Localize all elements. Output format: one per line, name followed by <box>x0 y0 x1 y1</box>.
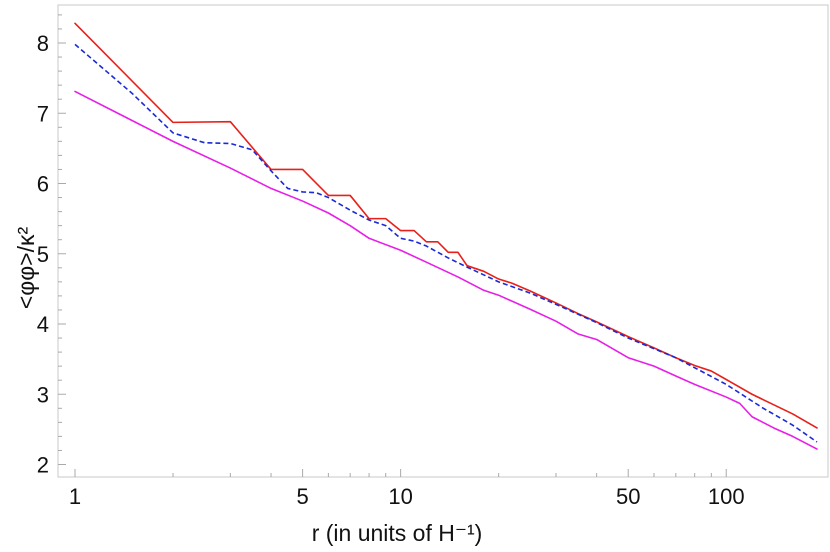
series-line-blue-dashed <box>74 43 818 443</box>
y-tick-label: 4 <box>37 312 49 337</box>
x-tick-label: 10 <box>388 484 412 509</box>
x-axis: 1 5 10 50 100 <box>69 469 745 509</box>
y-tick-label: 7 <box>37 101 49 126</box>
plot-border <box>57 4 829 478</box>
x-tick-label: 5 <box>296 484 308 509</box>
y-tick-label: 6 <box>37 172 49 197</box>
y-tick-label: 3 <box>37 382 49 407</box>
x-tick-label: 1 <box>69 484 81 509</box>
y-tick-label: 2 <box>37 453 49 478</box>
y-tick-label: 5 <box>37 242 49 267</box>
plot-frame <box>57 4 829 478</box>
x-tick-label: 100 <box>708 484 745 509</box>
series-line-magenta <box>74 90 818 450</box>
x-axis-label: r (in units of H⁻¹) <box>312 520 483 546</box>
y-axis: 2 3 4 5 6 7 8 <box>37 14 66 478</box>
y-tick-label: 8 <box>37 31 49 56</box>
y-axis-label: <φφ>/κ² <box>13 227 39 310</box>
series-layer <box>74 22 818 450</box>
series-line-red <box>74 22 818 429</box>
x-tick-label: 50 <box>616 484 640 509</box>
